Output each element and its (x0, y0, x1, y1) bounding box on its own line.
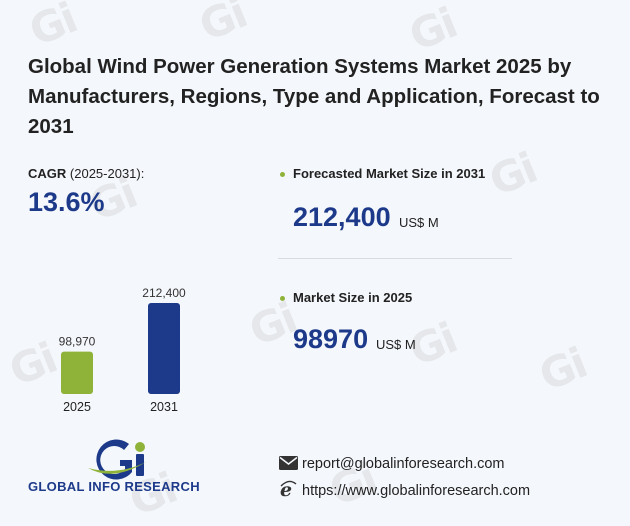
logo-mark-icon (88, 439, 146, 480)
forecast-unit: US$ M (399, 215, 439, 230)
email-link[interactable]: report@globalinforesearch.com (302, 456, 505, 472)
watermark: Gi (482, 143, 543, 206)
divider (278, 258, 512, 259)
bullet-icon (280, 296, 285, 301)
page-title: Global Wind Power Generation Systems Mar… (28, 55, 600, 138)
company-logo (88, 439, 146, 480)
cagr-value: 13.6% (28, 187, 105, 217)
bar-2025 (61, 351, 93, 394)
category-label: 2031 (150, 400, 178, 414)
current-unit: US$ M (376, 337, 416, 352)
cagr-period: (2025-2031): (69, 166, 145, 181)
bar-2031 (148, 303, 180, 394)
bar-chart: 98,970 2025 212,400 2031 (59, 286, 186, 414)
cagr-label-text: CAGR (28, 166, 67, 181)
cagr-label: CAGR (2025-2031): (28, 166, 144, 181)
bar-value-label: 212,400 (142, 286, 186, 300)
current-label: Market Size in 2025 (293, 290, 413, 305)
watermark: Gi (22, 0, 83, 56)
bar-value-label: 98,970 (59, 335, 96, 349)
category-label: 2025 (63, 400, 91, 414)
forecast-label: Forecasted Market Size in 2031 (293, 166, 486, 181)
current-value: 98970 (293, 324, 369, 354)
watermark: Gi (532, 338, 593, 401)
bullet-icon (280, 172, 285, 177)
browser-e-icon: e (280, 480, 297, 498)
logo-text: GLOBAL INFO RESEARCH (28, 479, 200, 494)
website-link[interactable]: https://www.globalinforesearch.com (302, 483, 531, 499)
watermark: Gi (192, 0, 253, 51)
forecast-value: 212,400 (293, 202, 391, 232)
envelope-icon (279, 456, 298, 470)
